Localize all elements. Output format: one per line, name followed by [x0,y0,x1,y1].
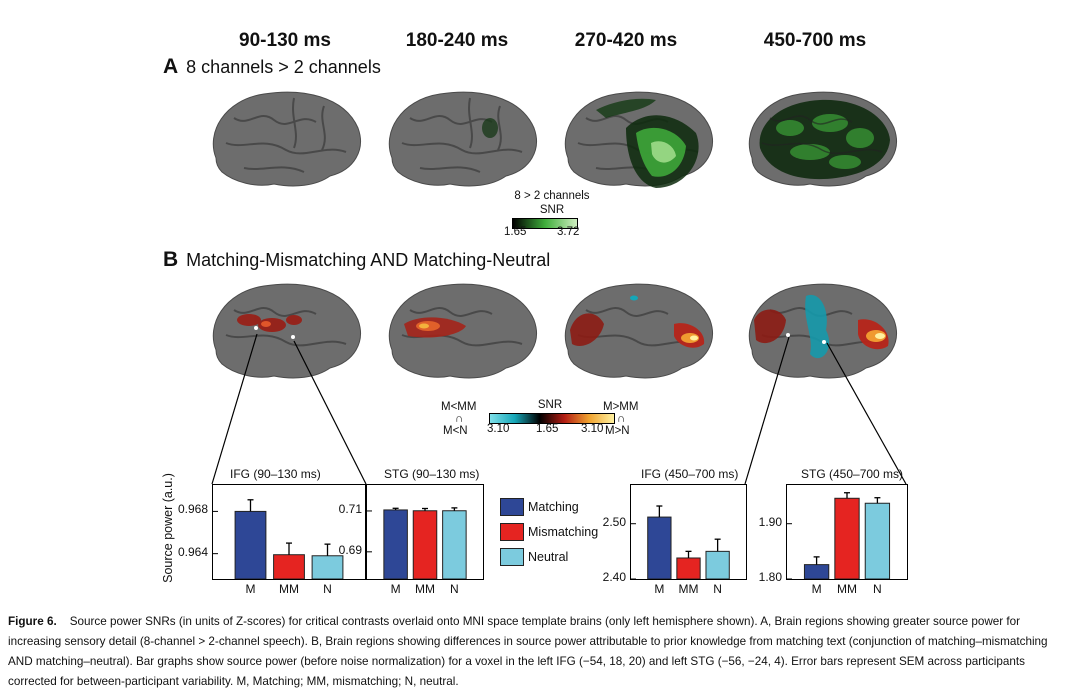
chart-ifg-early-bar-MM [273,554,305,580]
legend: Matching Mismatching Neutral [500,498,598,566]
panel-b-letter: B [163,248,179,271]
chart-stg-early-bar-N [442,510,467,580]
colorbar-b-tick-right: 3.10 [581,423,604,435]
colorbar-b-right-bottom: M>N [605,425,630,437]
colorbar-a-max: 3.72 [557,226,580,238]
chart-stg-early-bar-M [383,509,408,580]
chart-ifg-early-bar-M [234,510,267,580]
legend-item-neutral: Neutral [500,548,598,566]
colorbar-b-right-top: M>MM [603,401,639,413]
colorbar-a-title-1: 8 > 2 channels [514,190,590,202]
figure-caption: Figure 6. Source power SNRs (in units of… [8,612,1063,692]
y-axis-label: Source power (a.u.) [161,473,175,583]
colorbar-a-title-2: SNR [539,204,565,216]
legend-item-matching: Matching [500,498,598,516]
figure-label: Figure 6. [8,615,57,628]
legend-swatch-matching [500,498,524,516]
chart-stg-early [366,484,484,580]
time-window-4: 450-700 ms [763,30,867,51]
chart-stg-late-bar-M [803,564,830,580]
connector-ifg-early [211,333,258,485]
chart-ifg-early-plot [213,499,344,580]
chart-4-title: STG (450–700 ms) [801,467,904,481]
colorbar-b-left-bottom: M<N [443,425,468,437]
colorbar-b-title: SNR [537,399,563,411]
legend-swatch-neutral [500,548,524,566]
chart-stg-early-plot [367,507,467,580]
time-window-2: 180-240 ms [405,30,509,51]
colorbar-a [512,218,578,229]
chart-ifg-late-plot [631,505,730,580]
chart-3-title: IFG (450–700 ms) [641,467,739,481]
legend-swatch-mismatching [500,523,524,541]
time-window-1: 90-130 ms [239,30,331,51]
legend-item-mismatching: Mismatching [500,523,598,541]
caption-text: Source power SNRs (in units of Z-scores)… [8,615,1048,688]
chart-stg-late [786,484,908,580]
connector-stg-late [826,342,907,485]
colorbar-b-left-top: M<MM [441,401,477,413]
chart-ifg-late-bar-MM [676,557,701,580]
chart-ifg-late [630,484,747,580]
chart-stg-late-bar-N [864,502,891,580]
chart-stg-late-bar-MM [834,497,860,580]
connector-ifg-late [744,336,790,485]
colorbar-a-min: 1.65 [504,226,527,238]
connector-stg-early [293,340,367,485]
colorbar-b-tick-left: 3.10 [487,423,510,435]
chart-ifg-early-bar-N [311,555,344,580]
brain-a-2 [380,88,540,196]
chart-2-title: STG (90–130 ms) [384,467,480,481]
chart-ifg-late-bar-M [647,516,672,580]
brain-a-1 [204,88,364,196]
chart-ifg-late-bar-N [705,550,730,580]
chart-1-title: IFG (90–130 ms) [230,467,321,481]
chart-stg-early-bar-MM [412,510,438,580]
brain-b-1 [204,280,364,390]
brain-a-4 [740,88,900,196]
panel-b-title: B Matching-Mismatching AND Matching-Neutr… [163,248,551,271]
colorbar-b [489,413,615,424]
brain-b-3 [556,280,716,390]
colorbar-b-left-mid: ∩ [455,413,464,425]
colorbar-b-right-mid: ∩ [617,413,626,425]
colorbar-b-tick-mid: 1.65 [536,423,559,435]
brain-b-4 [740,280,900,390]
chart-ifg-early [212,484,366,580]
panel-a-letter: A [163,55,179,78]
time-window-3: 270-420 ms [574,30,678,51]
chart-stg-late-plot [787,492,891,580]
brain-a-3 [556,88,716,196]
brain-b-2 [380,280,540,390]
